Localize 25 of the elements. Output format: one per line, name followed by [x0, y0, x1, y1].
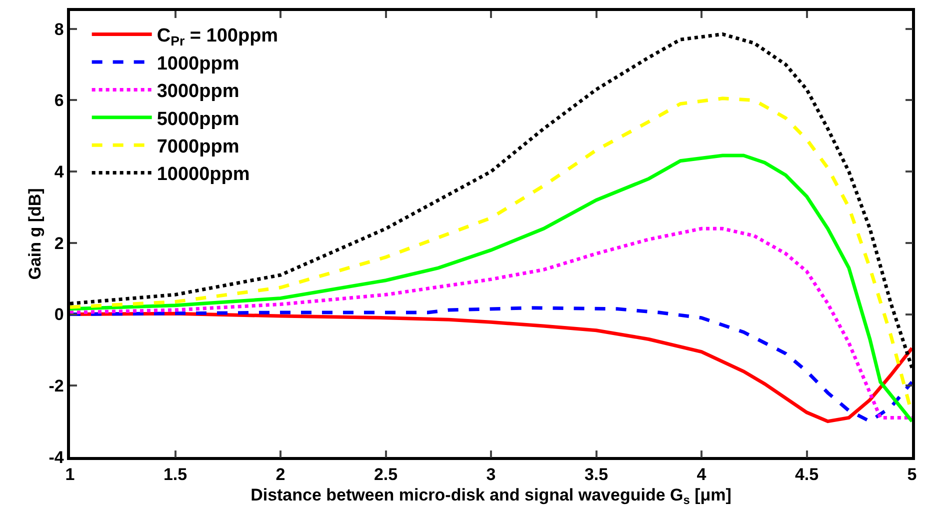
x-tick-label: 3.5 — [584, 465, 608, 484]
y-tick-label: 8 — [54, 20, 64, 39]
x-tick-label: 5 — [907, 465, 917, 484]
x-tick-label: 1 — [65, 465, 75, 484]
x-tick-label: 2.5 — [374, 465, 398, 484]
y-tick-label: 2 — [54, 234, 64, 253]
x-axis-title: Distance between micro-disk and signal waveguide G$_{s}$ [μm] — [250, 486, 732, 508]
legend-label: 5000ppm — [156, 108, 240, 130]
y-tick-label: -4 — [48, 448, 64, 467]
y-axis-title: Gain g [dB] — [25, 188, 44, 280]
legend-label: 3000ppm — [156, 81, 240, 102]
legend-label: 1000ppm — [156, 53, 240, 74]
legend-label: C$_{Pr}$ = 100ppm — [156, 26, 278, 49]
x-tick-label: 1.5 — [163, 465, 188, 484]
y-tick-label: -2 — [48, 376, 64, 396]
y-tick-label: 0 — [54, 305, 64, 324]
x-tick-label: 2 — [276, 465, 286, 484]
legend-label: 10000ppm — [156, 164, 250, 186]
x-tick-label: 4 — [696, 465, 707, 484]
line-series — [70, 226, 912, 420]
y-tick-label: 4 — [54, 162, 64, 182]
y-tick-label: 6 — [54, 91, 64, 110]
x-tick-label: 3 — [486, 465, 496, 484]
legend-label: 7000ppm — [156, 136, 240, 158]
x-tick-label: 4.5 — [794, 465, 819, 484]
